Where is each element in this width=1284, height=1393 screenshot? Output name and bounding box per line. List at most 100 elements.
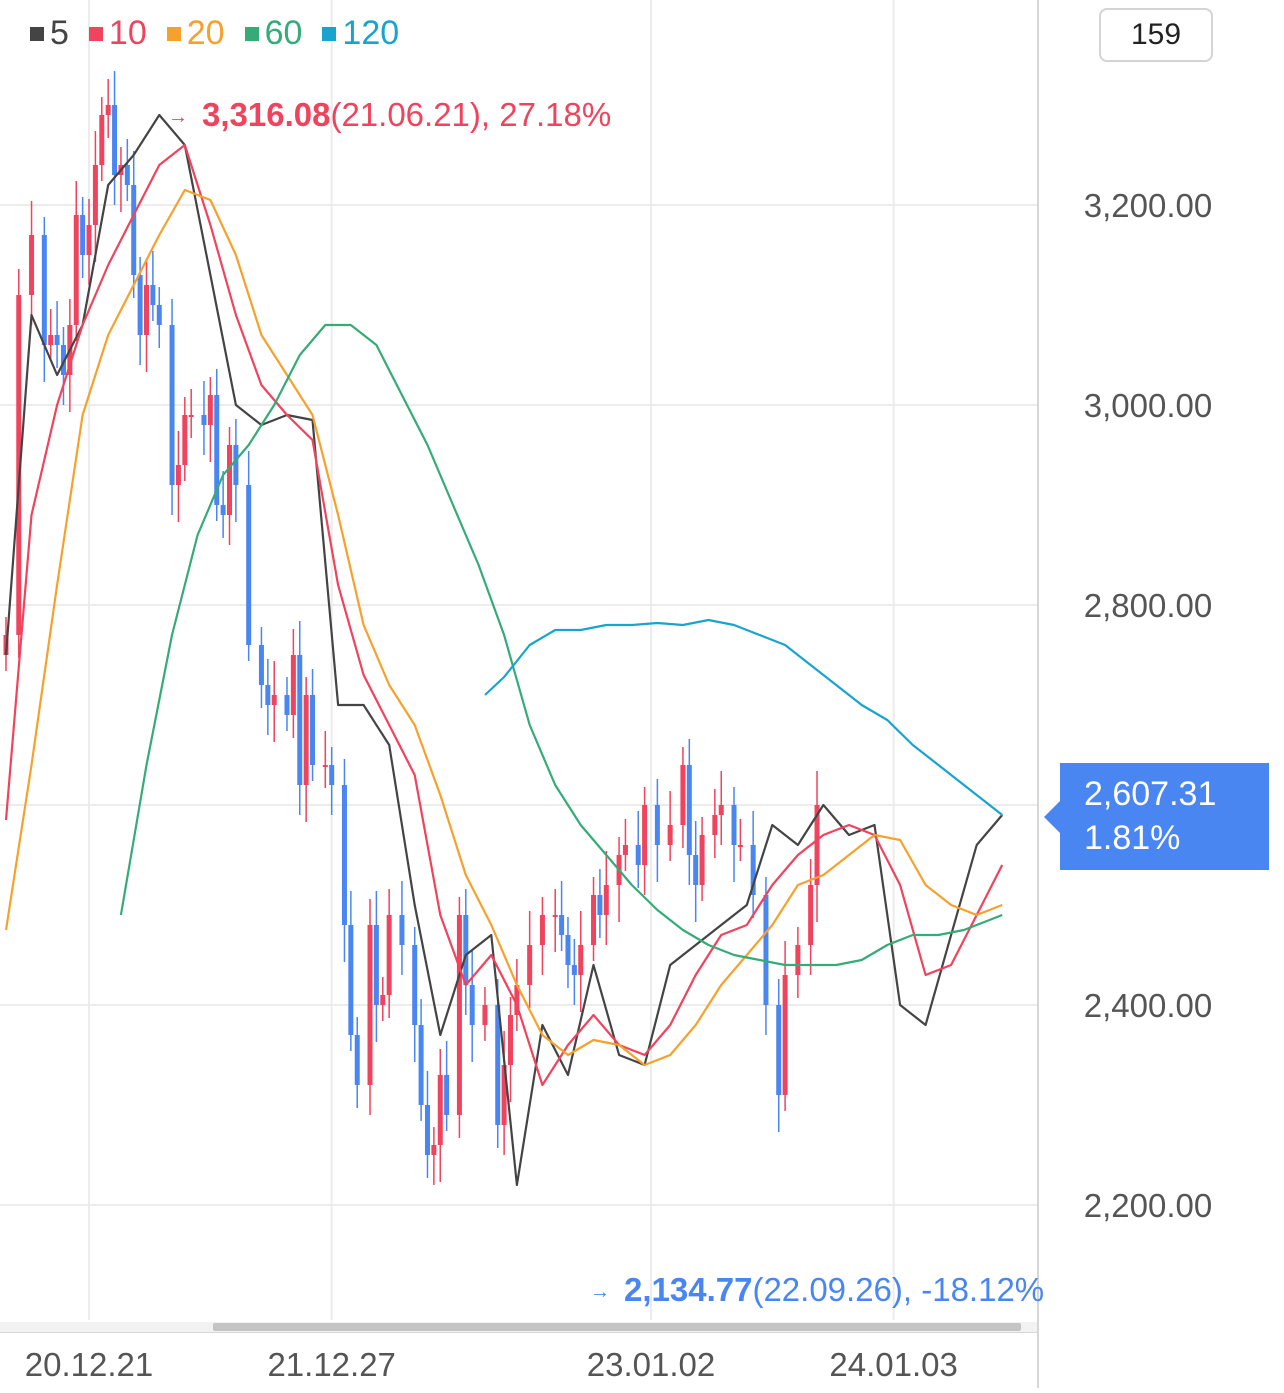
candle-body [565, 935, 571, 965]
candle-body [105, 105, 111, 115]
legend-item-ma120[interactable]: 120 [322, 14, 399, 53]
x-tick-label: 24.01.03 [829, 1346, 957, 1383]
current-price: 2,607.31 [1084, 775, 1217, 813]
y-tick-label: 3,000.00 [1084, 387, 1212, 424]
candle-body [737, 845, 743, 847]
candle-body [297, 655, 303, 785]
legend-label-ma5: 5 [50, 14, 69, 52]
candle-body [303, 695, 309, 785]
period-count-box[interactable]: 159 [1099, 8, 1213, 62]
low-value: 2,134.77 [624, 1271, 753, 1308]
candle-body [188, 415, 194, 417]
candle-body [354, 1035, 360, 1085]
y-tick-label: 3,200.00 [1084, 187, 1212, 224]
legend-item-ma20[interactable]: 20 [166, 14, 225, 53]
candle-body [622, 845, 628, 855]
candle-body [284, 695, 290, 715]
candle-body [373, 925, 379, 1005]
candle-body [399, 915, 405, 945]
candle-body [233, 445, 239, 485]
legend-label-ma10: 10 [108, 14, 147, 52]
candle-body [680, 765, 686, 825]
candle-body [182, 415, 188, 465]
candle-body [150, 285, 156, 305]
candle-body [514, 985, 520, 1015]
candle-body [424, 1105, 430, 1155]
legend-label-ma20: 20 [186, 14, 225, 52]
candle-body [290, 655, 296, 715]
candle-body [559, 915, 565, 935]
candle-body [207, 395, 213, 425]
y-tick-label: 2,200.00 [1084, 1187, 1212, 1224]
candle-body [437, 1075, 443, 1145]
candle-body [322, 765, 328, 767]
legend-item-ma5[interactable]: 5 [30, 14, 69, 53]
candle-body [431, 1145, 437, 1155]
legend-swatch-ma60 [244, 26, 259, 41]
ma10-line [4, 143, 1004, 1087]
candle-body [131, 185, 137, 275]
x-tick-label: 23.01.02 [587, 1346, 715, 1383]
candle-body [310, 695, 316, 765]
current-price-tag: 2,607.31 1.81% [1044, 763, 1269, 870]
candle-body [750, 845, 756, 895]
candle-body [667, 825, 673, 845]
legend-swatch-ma5 [30, 26, 44, 41]
candle-body [686, 765, 692, 855]
legend-label-ma120: 120 [342, 14, 400, 52]
candle-body [348, 925, 354, 1035]
candle-body [41, 235, 47, 345]
candle-body [86, 225, 92, 255]
candle-body [112, 105, 118, 175]
candle-body [386, 915, 392, 995]
candle-body [814, 805, 820, 885]
candle-body [48, 335, 54, 345]
high-value: 3,316.08 [202, 96, 331, 133]
legend-item-ma60[interactable]: 60 [244, 14, 302, 53]
candle-body [718, 805, 724, 815]
ma20-line [4, 188, 1003, 1067]
candle-body [712, 815, 718, 835]
candle-body [782, 975, 788, 1095]
candle-body [220, 505, 226, 515]
candle-body [795, 945, 801, 975]
candle-body [124, 165, 130, 185]
x-tick-label: 20.12.21 [25, 1346, 153, 1383]
candle-body [654, 805, 660, 845]
legend-item-ma10[interactable]: 10 [88, 14, 147, 53]
candle-body [80, 215, 86, 255]
candle-body [508, 1015, 513, 1065]
candle-body [29, 235, 35, 295]
high-arrow-icon: → [168, 105, 188, 128]
chart-scrollbar-thumb[interactable] [213, 1323, 1021, 1331]
candle-body [16, 295, 22, 635]
candle-body [99, 115, 105, 165]
candle-body [552, 915, 558, 917]
candle-body [693, 855, 699, 885]
candle-body [699, 835, 705, 885]
candle-body [642, 805, 648, 865]
candle-body [527, 945, 533, 985]
candle-body [214, 395, 220, 505]
current-change: 1.81% [1084, 819, 1181, 857]
legend-swatch-ma120 [322, 26, 337, 41]
candle-body [227, 445, 233, 515]
candle-body [578, 945, 584, 975]
candle-body [258, 645, 264, 685]
candle-body [495, 1005, 501, 1125]
candle-body [501, 1065, 507, 1125]
candle-body [265, 685, 271, 705]
candle-body [418, 1025, 424, 1105]
candle-body [412, 945, 418, 1025]
candle-body [463, 915, 469, 985]
high-detail: (21.06.21), 27.18% [330, 96, 612, 133]
high-annotation: → 3,316.08(21.06.21), 27.18% [168, 96, 611, 134]
candle-body [73, 215, 79, 325]
y-tick-label: 2,400.00 [1084, 987, 1212, 1024]
candle-body [482, 1005, 488, 1025]
candle-body [444, 1075, 450, 1115]
candle-body [201, 415, 207, 425]
candle-body [169, 325, 175, 485]
